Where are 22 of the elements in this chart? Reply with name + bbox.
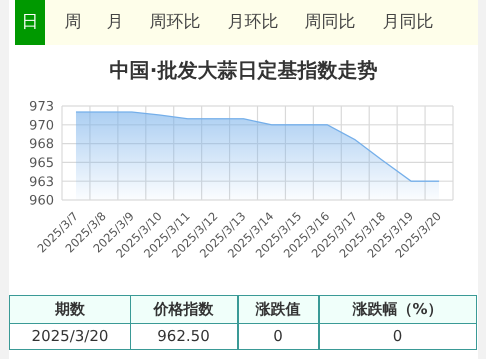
- text: 0: [318, 322, 476, 350]
- text: 周: [64, 12, 82, 32]
- text: 2025/3/20: [9, 322, 131, 350]
- text: 月环比: [226, 11, 280, 34]
- text: 月: [106, 12, 124, 32]
- y-tick-label: 965: [29, 156, 54, 172]
- text: 日: [15, 0, 45, 45]
- text: 价格指数: [130, 295, 238, 324]
- text: 周环比: [148, 11, 202, 34]
- text: 涨跌幅（%）: [318, 295, 476, 324]
- chart-title: 中国·批发大蒜日定基指数走势: [108, 57, 378, 84]
- text: 涨跌值: [238, 295, 318, 324]
- y-tick-label: 968: [29, 137, 54, 152]
- y-tick-label: 963: [29, 174, 54, 190]
- text: 962.50: [130, 322, 238, 350]
- text: 0: [238, 322, 318, 350]
- y-tick-label: 970: [29, 118, 54, 134]
- text: 月同比: [382, 11, 434, 34]
- y-tick-label: 973: [29, 100, 54, 115]
- text: 周同比: [304, 11, 356, 34]
- text: 期数: [9, 295, 131, 324]
- y-tick-label: 960: [29, 194, 54, 209]
